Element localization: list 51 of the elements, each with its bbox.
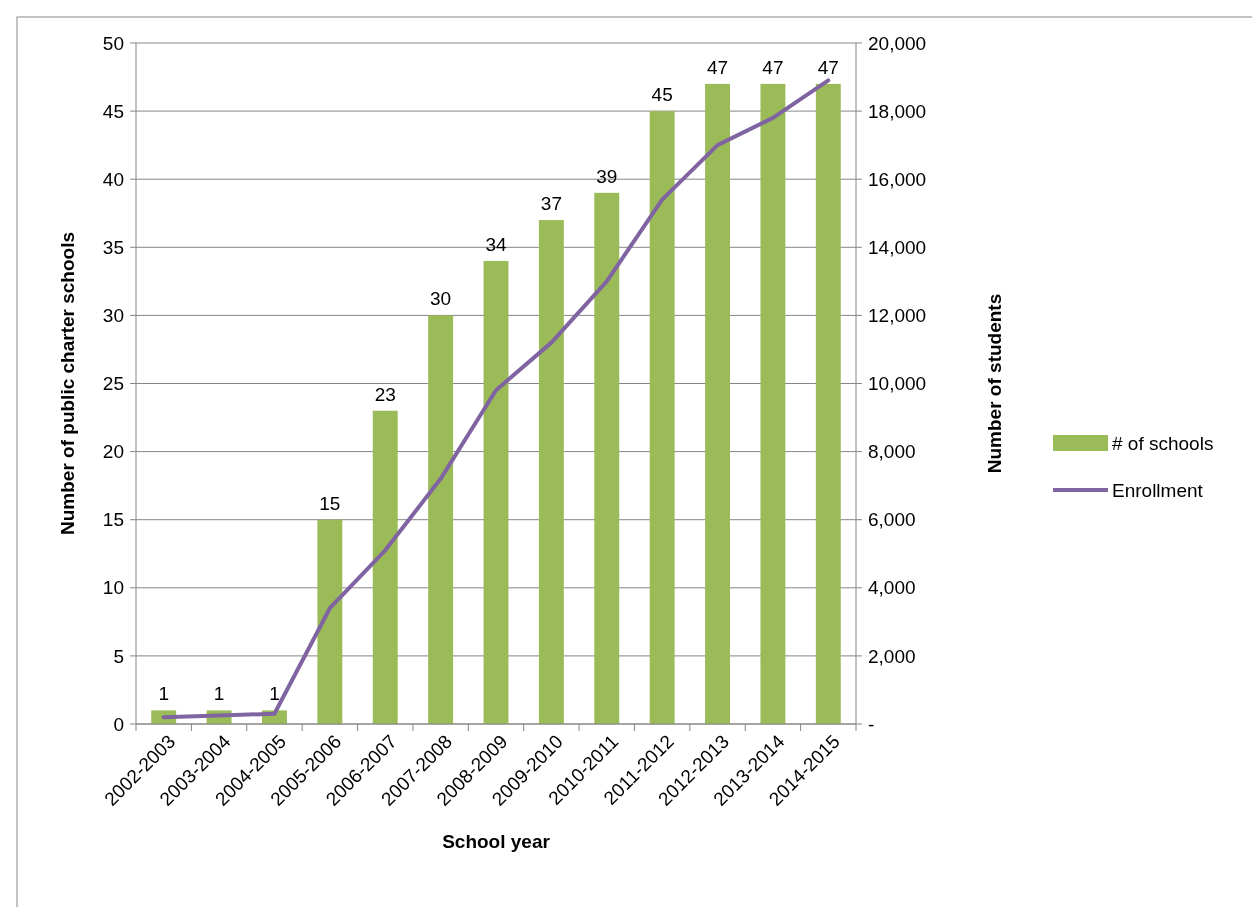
- y2-tick-label: 14,000: [868, 236, 927, 258]
- y-tick-label: 0: [113, 713, 124, 735]
- y-tick-label: 50: [102, 32, 124, 54]
- y2-tick-label: 10,000: [868, 373, 927, 395]
- bar: [815, 83, 841, 724]
- y-tick-label: 45: [102, 100, 124, 122]
- data-label: 47: [706, 56, 729, 78]
- y-tick-label: 20: [102, 441, 124, 463]
- bar: [483, 260, 509, 724]
- x-axis-title: School year: [442, 831, 551, 852]
- y2-tick-label: 12,000: [868, 305, 927, 327]
- data-label: 34: [485, 233, 507, 255]
- legend-label: # of schools: [1112, 432, 1214, 454]
- data-label: 30: [430, 288, 452, 310]
- bar: [760, 83, 786, 724]
- y-tick-label: 5: [113, 645, 124, 667]
- y2-tick-label: 8,000: [868, 441, 916, 463]
- data-label: 1: [158, 683, 169, 705]
- bar: [649, 111, 675, 724]
- y-tick-label: 15: [102, 509, 124, 531]
- legend-label: Enrollment: [1112, 479, 1204, 501]
- data-label: 39: [596, 165, 618, 187]
- y2-tick-label: 4,000: [868, 577, 916, 599]
- y2-tick-label: -: [868, 713, 875, 735]
- y2-axis-title: Number of students: [984, 293, 1005, 474]
- y-tick-label: 35: [102, 236, 124, 258]
- data-label: 23: [374, 383, 396, 405]
- y-tick-label: 25: [102, 373, 124, 395]
- bar: [705, 83, 730, 724]
- bar: [538, 220, 564, 724]
- bar: [372, 410, 398, 724]
- y2-tick-label: 6,000: [868, 509, 916, 531]
- y-axis-title: Number of public charter schools: [57, 232, 78, 535]
- line-series: [161, 78, 831, 720]
- y-tick-label: 10: [102, 577, 124, 599]
- y-tick-label: 30: [102, 305, 124, 327]
- data-label: 45: [651, 84, 673, 106]
- bar: [428, 315, 454, 724]
- y-tick-label: 40: [102, 168, 124, 190]
- data-label: 1: [213, 683, 225, 705]
- y2-tick-label: 18,000: [868, 100, 927, 122]
- y2-tick-label: 16,000: [868, 168, 927, 190]
- bar: [317, 519, 343, 724]
- data-label: 37: [540, 193, 562, 215]
- data-label: 1: [269, 683, 280, 705]
- y2-tick-label: 2,000: [868, 645, 916, 667]
- data-label: 47: [817, 56, 839, 78]
- data-label: 15: [319, 492, 341, 514]
- data-label: 47: [762, 56, 784, 78]
- bar: [594, 192, 620, 724]
- y2-tick-label: 20,000: [868, 32, 927, 54]
